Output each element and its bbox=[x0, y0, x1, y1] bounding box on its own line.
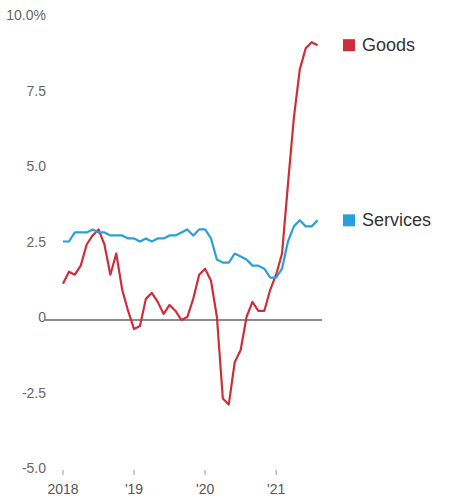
x-tick-label: '20 bbox=[196, 481, 214, 497]
x-tick-label: '19 bbox=[125, 481, 143, 497]
x-tick bbox=[276, 470, 277, 475]
y-tick-label: 2.5 bbox=[27, 234, 47, 250]
x-tick bbox=[63, 470, 64, 475]
y-tick-label: 7.5 bbox=[27, 83, 47, 99]
y-tick-label: -2.5 bbox=[22, 385, 46, 401]
y-tick-label: -5.0 bbox=[22, 460, 46, 476]
legend-swatch bbox=[343, 39, 355, 51]
series-group bbox=[63, 42, 318, 404]
x-tick-label: '21 bbox=[267, 481, 285, 497]
x-tick bbox=[205, 470, 206, 475]
chart: 10.0% 7.5 5.0 2.5 0 -2.5 -5.02018 '19 '20 '21 Good… bbox=[0, 0, 460, 499]
legend-label: Services bbox=[362, 210, 431, 230]
y-tick-label: 10.0% bbox=[6, 7, 46, 23]
legend-swatch bbox=[343, 214, 355, 226]
y-tick-label: 5.0 bbox=[27, 158, 47, 174]
legend-label: Goods bbox=[362, 35, 415, 55]
x-tick bbox=[134, 470, 135, 475]
series-line bbox=[63, 220, 318, 277]
series-line bbox=[63, 42, 318, 404]
x-tick-label: 2018 bbox=[47, 481, 78, 497]
y-tick-label: 0 bbox=[38, 309, 46, 325]
